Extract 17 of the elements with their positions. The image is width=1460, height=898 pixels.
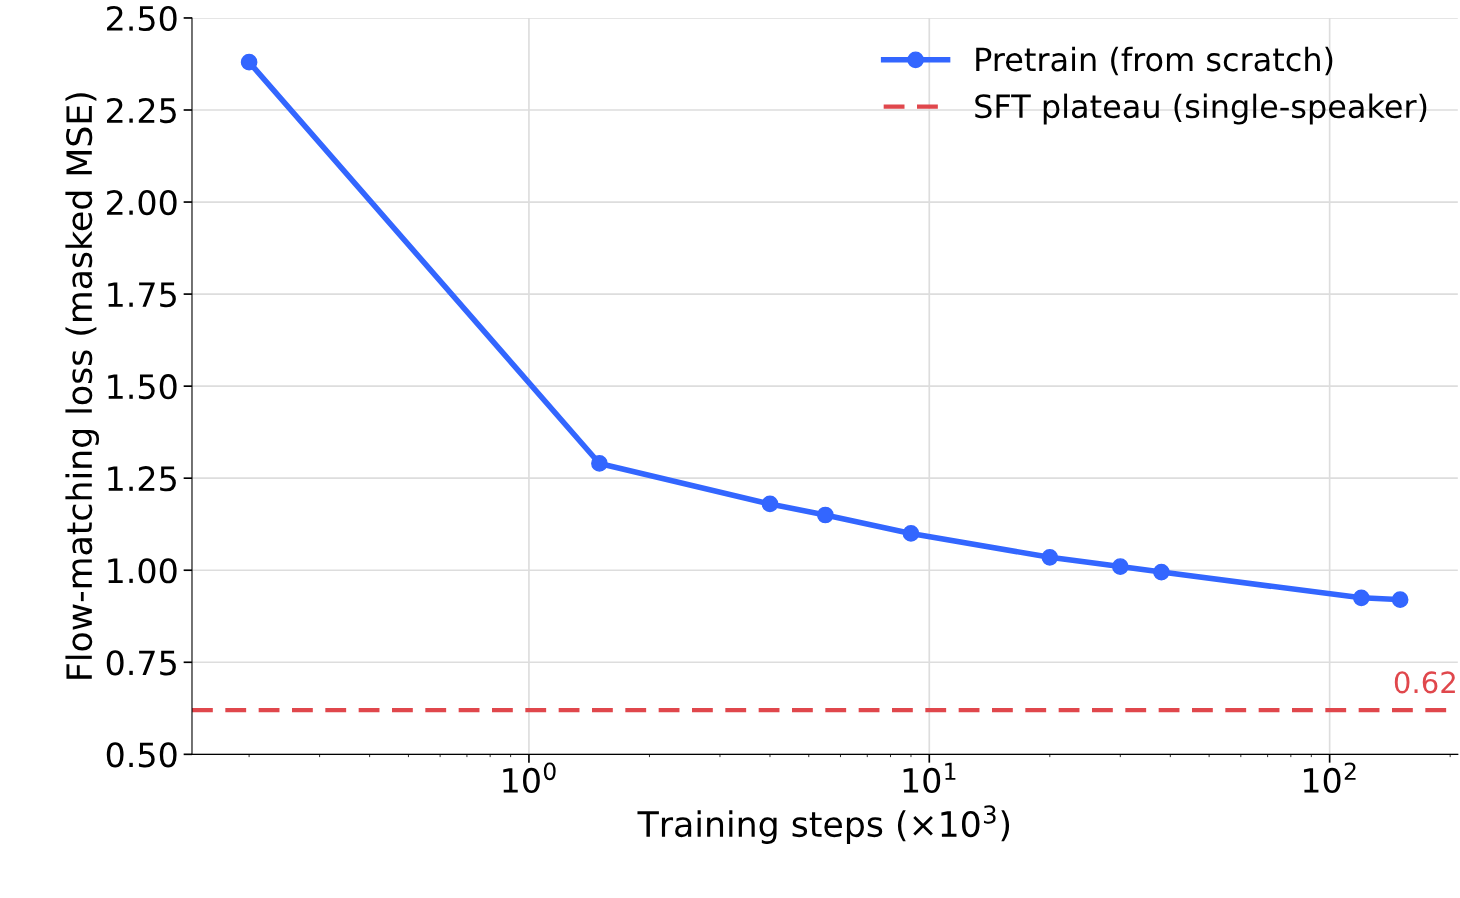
x-tick-label: 10$^{0}$ xyxy=(503,762,556,794)
y-axis-title: Flow-matching loss (masked MSE) xyxy=(65,93,100,679)
x-axis-title: Training steps (×10$^{3}$) xyxy=(637,805,1010,844)
y-tick-label: 1.25 xyxy=(108,466,176,492)
annotation: 0.62 xyxy=(1394,671,1455,694)
y-tick-label: 0.50 xyxy=(106,742,177,768)
x-tick-label: 10$^{1}$ xyxy=(903,762,956,794)
y-tick-label: 2.50 xyxy=(107,5,177,32)
y-tick-label: 1.00 xyxy=(108,558,177,584)
x-tick-label: 10$^{2}$ xyxy=(1303,762,1356,794)
y-tick-label: 1.50 xyxy=(108,374,177,400)
y-tick-label: 2.25 xyxy=(107,97,176,124)
legend-label: Pretrain (from scratch) xyxy=(976,46,1333,76)
y-tick-label: 2.00 xyxy=(107,189,177,216)
legend-label: SFT plateau (single-speaker) xyxy=(975,93,1427,125)
y-tick-label: 0.75 xyxy=(106,650,176,676)
y-tick-label: 1.75 xyxy=(108,282,176,308)
